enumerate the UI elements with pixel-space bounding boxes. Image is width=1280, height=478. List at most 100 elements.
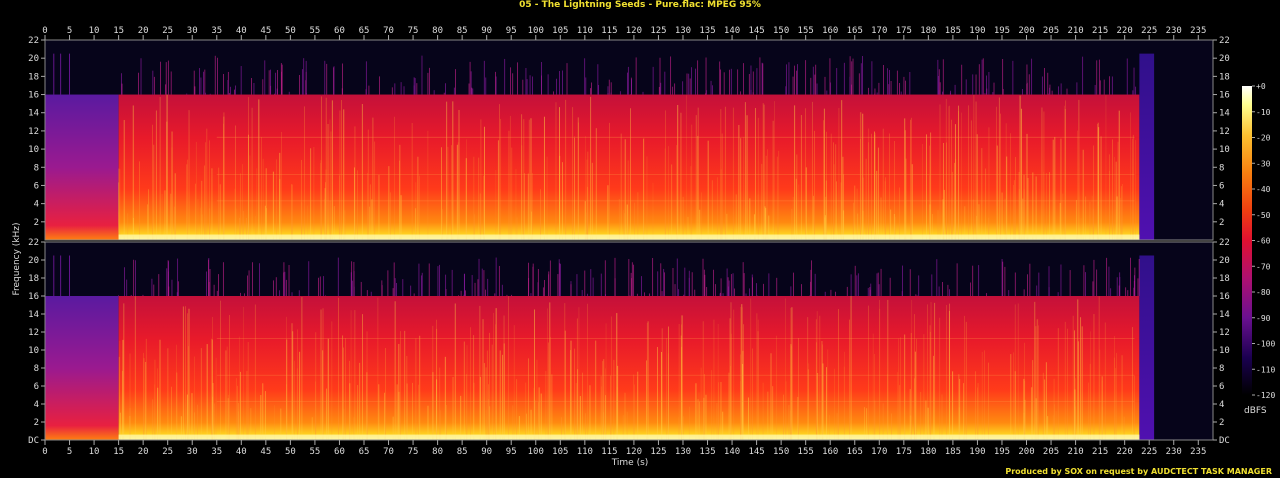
bass-band xyxy=(118,434,1140,440)
x-tick-label-bottom: 40 xyxy=(236,447,247,457)
bass-band xyxy=(118,234,1140,240)
y-tick-label-left: 12 xyxy=(28,127,39,137)
x-tick-label-top: 225 xyxy=(1141,26,1157,36)
y-tick-label-left: 6 xyxy=(34,382,39,392)
x-tick-label-bottom: 120 xyxy=(626,447,642,457)
x-tick-label-top: 115 xyxy=(601,26,617,36)
footer-credit: Produced by SOX on request by AUDCTECT T… xyxy=(1005,467,1272,476)
x-tick-label-top: 105 xyxy=(552,26,568,36)
x-tick-label-bottom: 195 xyxy=(994,447,1010,457)
x-tick-label-top: 220 xyxy=(1117,26,1133,36)
y-tick-label-right: 12 xyxy=(1219,328,1230,338)
colorbar-tick-label: -60 xyxy=(1256,237,1271,246)
x-tick-label-top: 40 xyxy=(236,26,247,36)
x-tick-label-bottom: 105 xyxy=(552,447,568,457)
x-tick-label-bottom: 35 xyxy=(211,447,222,457)
x-tick-label-bottom: 25 xyxy=(162,447,173,457)
colorbar-tick-label: +0 xyxy=(1256,82,1266,91)
y-tick-label-right: 8 xyxy=(1219,364,1224,374)
x-tick-label-bottom: 50 xyxy=(285,447,296,457)
x-tick-label-top: 85 xyxy=(457,26,468,36)
x-tick-label-bottom: 115 xyxy=(601,447,617,457)
x-tick-label-top: 130 xyxy=(675,26,691,36)
colorbar-tick-label: -110 xyxy=(1256,365,1275,374)
x-tick-label-top: 75 xyxy=(408,26,419,36)
x-tick-label-top: 175 xyxy=(896,26,912,36)
y-tick-label-right: 20 xyxy=(1219,256,1230,266)
x-tick-label-bottom: 65 xyxy=(359,447,370,457)
x-tick-label-bottom: 70 xyxy=(383,447,394,457)
x-tick-label-top: 100 xyxy=(528,26,544,36)
x-tick-label-top: 160 xyxy=(822,26,838,36)
x-tick-label-bottom: 10 xyxy=(89,447,100,457)
x-tick-label-top: 55 xyxy=(309,26,320,36)
y-tick-label-left: 2 xyxy=(34,418,39,428)
spectrum-segment-main xyxy=(118,94,1140,240)
y-tick-label-left: 16 xyxy=(28,91,39,101)
colorbar-tick-label: -120 xyxy=(1256,391,1275,400)
panel-frame xyxy=(44,241,1214,441)
x-tick-label-bottom: 85 xyxy=(457,447,468,457)
x-tick-label-bottom: 100 xyxy=(528,447,544,457)
spectrum-segment-fade-out xyxy=(1139,255,1155,440)
y-tick-label-right: 8 xyxy=(1219,163,1224,173)
y-tick-label-right: 18 xyxy=(1219,274,1230,284)
x-tick-label-bottom: 55 xyxy=(309,447,320,457)
x-tick-label-bottom: 220 xyxy=(1117,447,1133,457)
colorbar-gradient xyxy=(1242,86,1252,395)
x-tick-label-top: 140 xyxy=(724,26,740,36)
y-tick-label-left: 4 xyxy=(34,400,39,410)
x-tick-label-top: 180 xyxy=(920,26,936,36)
x-tick-label-bottom: 180 xyxy=(920,447,936,457)
x-tick-label-top: 70 xyxy=(383,26,394,36)
colorbar-tick-label: -30 xyxy=(1256,159,1271,168)
x-tick-label-top: 15 xyxy=(113,26,124,36)
x-tick-label-top: 60 xyxy=(334,26,345,36)
x-tick-label-bottom: 5 xyxy=(67,447,72,457)
y-tick-label-left: 14 xyxy=(28,109,39,119)
y-tick-label-left: 22 xyxy=(28,36,39,46)
x-tick-label-top: 20 xyxy=(138,26,149,36)
colorbar-tick-label: -70 xyxy=(1256,262,1271,271)
x-tick-label-bottom: 200 xyxy=(1018,447,1034,457)
y-tick-label-left: 2 xyxy=(34,218,39,228)
x-tick-label-top: 35 xyxy=(211,26,222,36)
y-tick-label-left: 10 xyxy=(28,145,39,155)
y-tick-label-right: 10 xyxy=(1219,346,1230,356)
y-tick-label-left: 8 xyxy=(34,163,39,173)
x-tick-label-top: 135 xyxy=(699,26,715,36)
y-axis-label: Frequency (kHz) xyxy=(12,222,22,296)
y-tick-label-right: 4 xyxy=(1219,400,1224,410)
y-tick-label-right: 16 xyxy=(1219,292,1230,302)
x-tick-label-top: 210 xyxy=(1067,26,1083,36)
x-tick-label-top: 45 xyxy=(260,26,271,36)
y-tick-label-left: 20 xyxy=(28,54,39,64)
colorbar-tick-label: -50 xyxy=(1256,211,1271,220)
x-tick-label-top: 235 xyxy=(1190,26,1206,36)
x-tick-label-bottom: 80 xyxy=(432,447,443,457)
x-tick-label-top: 145 xyxy=(748,26,764,36)
y-tick-label-right: 4 xyxy=(1219,200,1224,210)
y-tick-label-right: 16 xyxy=(1219,91,1230,101)
x-tick-label-bottom: 205 xyxy=(1043,447,1059,457)
x-tick-label-bottom: 140 xyxy=(724,447,740,457)
x-tick-label-top: 110 xyxy=(577,26,593,36)
y-tick-label-right: 20 xyxy=(1219,54,1230,64)
x-tick-label-bottom: 150 xyxy=(773,447,789,457)
x-tick-label-bottom: 165 xyxy=(847,447,863,457)
x-tick-label-bottom: 60 xyxy=(334,447,345,457)
x-tick-label-top: 155 xyxy=(798,26,814,36)
y-tick-label-right: 6 xyxy=(1219,181,1224,191)
x-tick-label-top: 90 xyxy=(481,26,492,36)
colorbar-tick-label: -20 xyxy=(1256,134,1271,143)
x-tick-label-top: 65 xyxy=(359,26,370,36)
y-tick-label-left: 18 xyxy=(28,274,39,284)
x-tick-label-bottom: 90 xyxy=(481,447,492,457)
x-tick-label-top: 170 xyxy=(871,26,887,36)
y-tick-label-right: 10 xyxy=(1219,145,1230,155)
x-tick-label-top: 95 xyxy=(506,26,517,36)
x-tick-label-top: 10 xyxy=(89,26,100,36)
y-tick-label-left: 20 xyxy=(28,256,39,266)
y-tick-label-right: 14 xyxy=(1219,109,1230,119)
